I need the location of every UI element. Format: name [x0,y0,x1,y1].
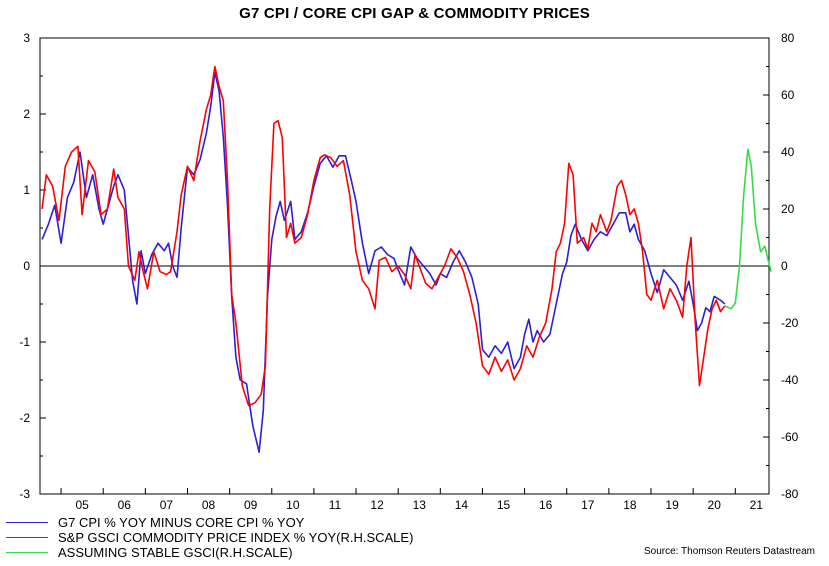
right-tick-label: 20 [781,202,795,216]
x-tick-label: 19 [665,498,679,512]
right-tick-label: 0 [781,259,788,273]
right-tick-label: -80 [781,487,799,501]
x-tick-label: 15 [497,498,511,512]
right-tick-label: 60 [781,88,795,102]
series-line-2 [724,148,772,310]
x-tick-label: 21 [750,498,764,512]
axes [39,37,770,495]
x-tick-label: 11 [329,498,342,512]
x-tick-label: 06 [118,498,132,512]
x-tick-label: 10 [286,498,300,512]
x-axis-ticks: 05 06 07 08 09 10 11 12 13 14 15 16 17 18 19 20 21 [60,488,764,512]
series-line-0 [41,71,726,453]
left-tick-label: 1 [23,183,30,197]
legend-item: S&P GSCI COMMODITY PRICE INDEX % YOY(R.H… [6,530,413,545]
chart-title: G7 CPI / CORE CPI GAP & COMMODITY PRICES [239,5,590,22]
x-tick-label: 07 [160,498,174,512]
left-tick-label: -3 [19,487,30,501]
legend-label-g7: G7 CPI % YOY MINUS CORE CPI % YOY [58,515,305,530]
x-tick-label: 18 [623,498,637,512]
x-tick-label: 05 [75,498,89,512]
right-tick-label: 40 [781,145,795,159]
series-line-1 [41,65,726,407]
legend-swatch-stable [6,552,48,553]
x-tick-label: 20 [708,498,722,512]
left-axis-ticks: 3 2 1 0 -1 -2 -3 [19,31,46,501]
x-tick-label: 12 [370,498,384,512]
x-tick-label: 09 [244,498,258,512]
legend-swatch-g7 [6,522,48,523]
legend-item: ASSUMING STABLE GSCI(R.H.SCALE) [6,545,413,560]
x-tick-label: 16 [539,498,553,512]
legend: G7 CPI % YOY MINUS CORE CPI % YOY S&P GS… [6,515,413,560]
right-tick-label: -20 [781,316,799,330]
left-tick-label: 3 [23,31,30,45]
legend-label-stable: ASSUMING STABLE GSCI(R.H.SCALE) [58,545,293,560]
right-axis-ticks: 80 60 40 20 0 -20 -40 -60 -80 [763,31,799,501]
legend-label-gsci: S&P GSCI COMMODITY PRICE INDEX % YOY(R.H… [58,530,414,545]
x-tick-label: 13 [413,498,427,512]
right-tick-label: -60 [781,430,799,444]
left-tick-label: -1 [19,335,30,349]
source-note: Source: Thomson Reuters Datastream [643,546,815,557]
series-lines [41,65,772,453]
right-tick-label: -40 [781,373,799,387]
x-tick-label: 17 [581,498,595,512]
left-tick-label: 2 [23,107,30,121]
left-tick-label: -2 [19,411,30,425]
legend-item: G7 CPI % YOY MINUS CORE CPI % YOY [6,515,413,530]
x-tick-label: 14 [455,498,469,512]
legend-swatch-gsci [6,537,48,538]
x-tick-label: 08 [202,498,216,512]
left-tick-label: 0 [23,259,30,273]
right-tick-label: 80 [781,31,795,45]
